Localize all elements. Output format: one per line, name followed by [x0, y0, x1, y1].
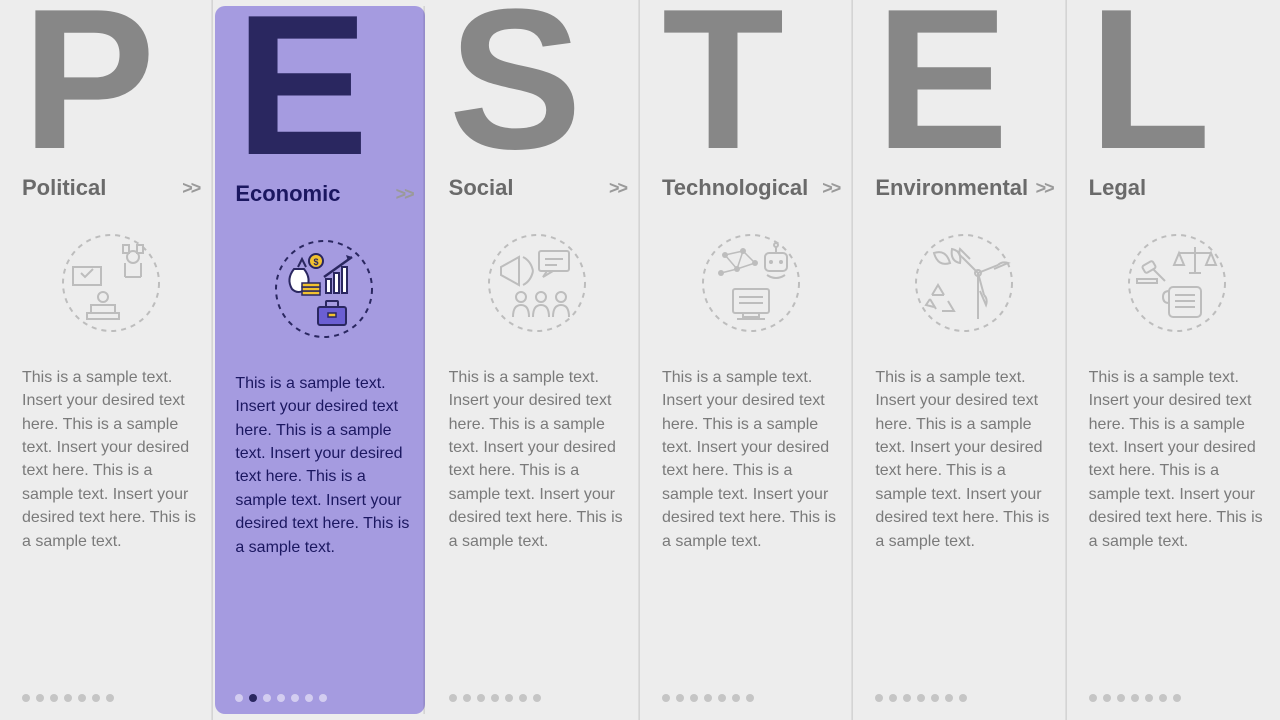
- pestel-columns: P Political >> This is a sample text. In…: [0, 0, 1280, 720]
- letter-e1: E: [235, 8, 412, 168]
- desc-economic: This is a sample text. Insert your desir…: [235, 372, 412, 684]
- economic-icon: $: [235, 224, 412, 354]
- chevron-icon: >>: [609, 178, 626, 199]
- desc-legal: This is a sample text. Insert your desir…: [1089, 366, 1266, 684]
- dots-technological: [662, 694, 839, 702]
- col-environmental[interactable]: E Environmental >> This is a sample text…: [853, 0, 1066, 720]
- environmental-icon: [875, 218, 1052, 348]
- dots-economic: [235, 694, 412, 702]
- col-technological[interactable]: T Technological >>: [640, 0, 853, 720]
- desc-social: This is a sample text. Insert your desir…: [449, 366, 626, 684]
- social-icon: [449, 218, 626, 348]
- letter-s: S: [449, 2, 626, 162]
- technological-icon: [662, 218, 839, 348]
- desc-political: This is a sample text. Insert your desir…: [22, 366, 199, 684]
- dots-social: [449, 694, 626, 702]
- legal-icon: [1089, 218, 1266, 348]
- political-icon: [22, 218, 199, 348]
- chevron-icon: >>: [396, 184, 413, 205]
- col-social[interactable]: S Social >>: [427, 0, 640, 720]
- desc-environmental: This is a sample text. Insert your desir…: [875, 366, 1052, 684]
- letter-t: T: [662, 2, 839, 162]
- dots-environmental: [875, 694, 1052, 702]
- col-economic[interactable]: E Economic >> $: [215, 6, 424, 714]
- letter-l: L: [1089, 2, 1266, 162]
- letter-p: P: [22, 2, 199, 162]
- desc-technological: This is a sample text. Insert your desir…: [662, 366, 839, 684]
- col-legal[interactable]: L Legal This: [1067, 0, 1280, 720]
- chevron-icon: >>: [822, 178, 839, 199]
- chevron-icon: >>: [1036, 178, 1053, 199]
- chevron-icon: >>: [182, 178, 199, 199]
- col-political[interactable]: P Political >> This is a sample text. In…: [0, 0, 213, 720]
- dots-political: [22, 694, 199, 702]
- dots-legal: [1089, 694, 1266, 702]
- letter-e2: E: [875, 2, 1052, 162]
- svg-text:$: $: [313, 257, 318, 267]
